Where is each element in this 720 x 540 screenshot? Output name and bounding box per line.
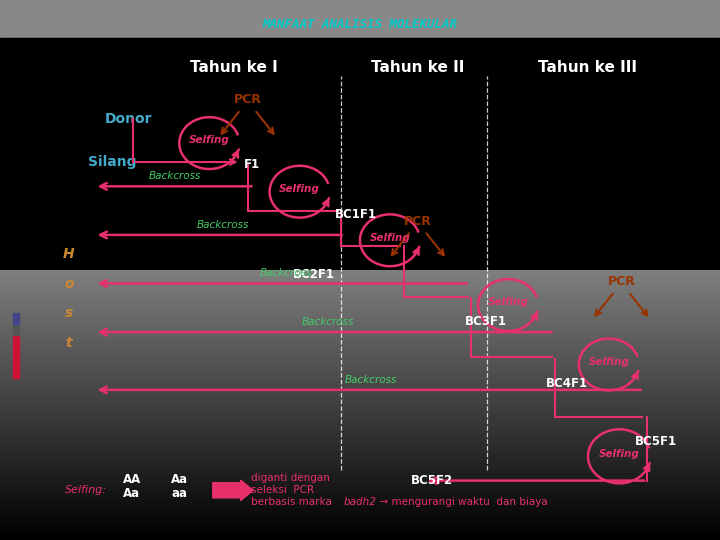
- Text: H: H: [63, 247, 75, 261]
- Text: PCR: PCR: [608, 275, 635, 288]
- Text: Selfing: Selfing: [588, 357, 629, 367]
- Bar: [13, 324, 19, 335]
- Bar: [0, 38, 720, 54]
- Text: Silang: Silang: [88, 155, 136, 169]
- Text: → mengurangi waktu  dan biaya: → mengurangi waktu dan biaya: [373, 497, 547, 507]
- Text: Aa: Aa: [122, 487, 140, 500]
- Text: Selfing:: Selfing:: [65, 485, 107, 495]
- Text: Tahun ke III: Tahun ke III: [539, 60, 637, 75]
- Text: badh2: badh2: [343, 497, 377, 507]
- Text: Backcross: Backcross: [260, 268, 312, 279]
- Text: Selfing: Selfing: [599, 449, 639, 458]
- Text: diganti dengan: diganti dengan: [251, 473, 330, 483]
- Text: s: s: [65, 306, 73, 320]
- Bar: [0, 0, 720, 38]
- Text: BC5F2: BC5F2: [411, 474, 453, 487]
- Bar: [13, 335, 19, 378]
- Text: Selfing: Selfing: [279, 184, 320, 194]
- Text: AA: AA: [122, 473, 140, 487]
- Text: berbasis marka: berbasis marka: [251, 497, 335, 507]
- Text: PCR: PCR: [404, 215, 432, 228]
- Text: F1: F1: [244, 158, 260, 171]
- Bar: [13, 313, 19, 324]
- Text: BC1F1: BC1F1: [334, 208, 377, 221]
- Text: o: o: [64, 276, 73, 291]
- Text: BC5F1: BC5F1: [635, 435, 678, 448]
- Text: BC2F1: BC2F1: [293, 268, 335, 281]
- Text: Donor: Donor: [105, 112, 153, 126]
- Text: Backcross: Backcross: [301, 317, 354, 327]
- Text: Selfing: Selfing: [487, 298, 528, 307]
- Text: PCR: PCR: [233, 93, 261, 106]
- Text: Selfing: Selfing: [369, 233, 410, 242]
- Text: BC4F1: BC4F1: [546, 377, 588, 390]
- Text: BC3F1: BC3F1: [465, 315, 507, 328]
- Text: seleksi  PCR: seleksi PCR: [251, 485, 314, 495]
- Text: Tahun ke II: Tahun ke II: [371, 60, 464, 75]
- Text: Backcross: Backcross: [197, 220, 249, 230]
- Text: aa: aa: [171, 487, 187, 500]
- Text: MANFAAT ANALISIS MOLEKULAR: MANFAAT ANALISIS MOLEKULAR: [263, 18, 457, 31]
- Text: t: t: [66, 336, 72, 350]
- Text: Aa: Aa: [171, 473, 188, 487]
- Text: Backcross: Backcross: [148, 171, 201, 181]
- FancyArrow shape: [213, 480, 253, 501]
- Text: Selfing: Selfing: [189, 136, 230, 145]
- Text: Backcross: Backcross: [345, 375, 397, 385]
- Text: Tahun ke I: Tahun ke I: [190, 60, 277, 75]
